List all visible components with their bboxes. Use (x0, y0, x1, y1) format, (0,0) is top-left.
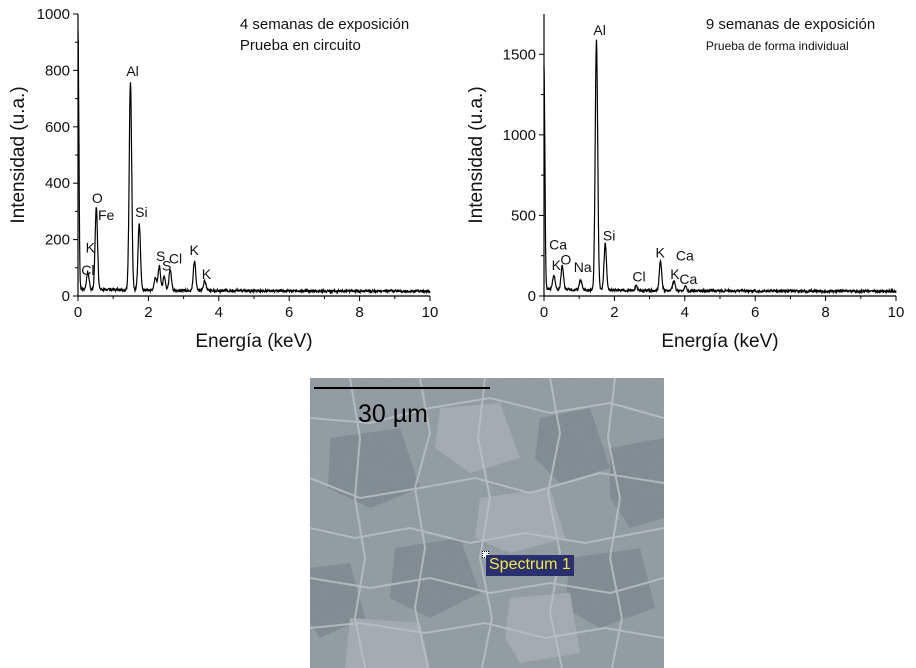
scale-bar (314, 387, 490, 389)
peak-label: Al (593, 22, 605, 38)
peak-label: Ca (679, 271, 697, 287)
peak-label: Na (574, 259, 592, 275)
peak-label: Ca (549, 236, 567, 252)
peak-label: Cl (632, 268, 645, 284)
x-tick-label: 0 (540, 304, 548, 321)
peak-label: K (202, 266, 212, 282)
y-axis-label: Intensidad (u.a.) (8, 86, 29, 223)
peak-label: S (162, 258, 171, 274)
y-tick-label: 400 (45, 175, 70, 192)
peak-label: Ca (676, 248, 694, 264)
y-tick-label: 0 (62, 288, 70, 305)
chart-annotation: Prueba de forma individual (706, 39, 849, 53)
x-tick-label: 6 (285, 304, 293, 321)
x-tick-label: 10 (888, 304, 905, 321)
spectrum-label: Spectrum 1 (486, 555, 574, 576)
peak-label: O (92, 190, 103, 206)
x-tick-label: 0 (74, 304, 82, 321)
peak-label: S (156, 248, 165, 264)
peak-label: K (86, 239, 96, 255)
chart-svg: 0 2 4 6 8 10 0 500 1000 1500 Energía (keV) Intensid… (466, 14, 905, 352)
peak-label: Al (126, 63, 138, 79)
chart-annotation: 9 semanas de exposición (706, 16, 875, 33)
peak-label: Si (603, 227, 615, 243)
y-tick-label: 1000 (37, 6, 70, 23)
peak-label: Cl (169, 251, 182, 267)
peak-label: K (552, 257, 562, 273)
peak-label: Cl (81, 262, 94, 278)
y-tick-label: 800 (45, 62, 70, 79)
x-tick-label: 8 (821, 304, 829, 321)
spectrum-line (77, 31, 431, 295)
eds-spectrum-chart-9-weeks: 0 2 4 6 8 10 0 500 1000 1500 Energía (keV) Intensid… (458, 0, 916, 365)
x-tick-label: 2 (610, 304, 618, 321)
peak-label: Si (135, 204, 147, 220)
y-tick-label: 200 (45, 232, 70, 249)
x-axis-label: Energía (keV) (661, 331, 778, 352)
peak-label: Fe (98, 207, 115, 223)
y-tick-label: 1000 (503, 127, 536, 144)
sem-micrograph: 30 µm Spectrum 1 (310, 378, 664, 668)
chart-annotation: 4 semanas de exposición (240, 16, 409, 33)
grain-texture (310, 378, 664, 668)
spectrum-line (543, 39, 897, 295)
peak-label: K (655, 244, 665, 260)
x-tick-label: 10 (422, 304, 439, 321)
eds-spectrum-chart-4-weeks: 0 2 4 6 8 10 0 200 400 600 800 1000 Energía (keV) Int… (0, 0, 458, 365)
y-tick-label: 600 (45, 119, 70, 136)
y-tick-label: 500 (511, 207, 536, 224)
spectrum-point-marker (482, 551, 489, 558)
x-tick-label: 8 (355, 304, 363, 321)
x-tick-label: 4 (681, 304, 689, 321)
chart-svg: 0 2 4 6 8 10 0 200 400 600 800 1000 Energía (keV) Int… (8, 6, 439, 352)
x-axis-label: Energía (keV) (195, 331, 312, 352)
chart-annotation: Prueba en circuito (240, 37, 361, 54)
y-tick-label: 1500 (503, 46, 536, 63)
peak-label: O (560, 252, 571, 268)
peak-label: K (670, 266, 680, 282)
y-axis-label: Intensidad (u.a.) (466, 86, 487, 223)
x-tick-label: 2 (144, 304, 152, 321)
x-tick-label: 4 (215, 304, 223, 321)
peak-label: K (189, 242, 199, 258)
scale-label: 30 µm (358, 400, 428, 428)
y-tick-label: 0 (528, 288, 536, 305)
x-tick-label: 6 (751, 304, 759, 321)
